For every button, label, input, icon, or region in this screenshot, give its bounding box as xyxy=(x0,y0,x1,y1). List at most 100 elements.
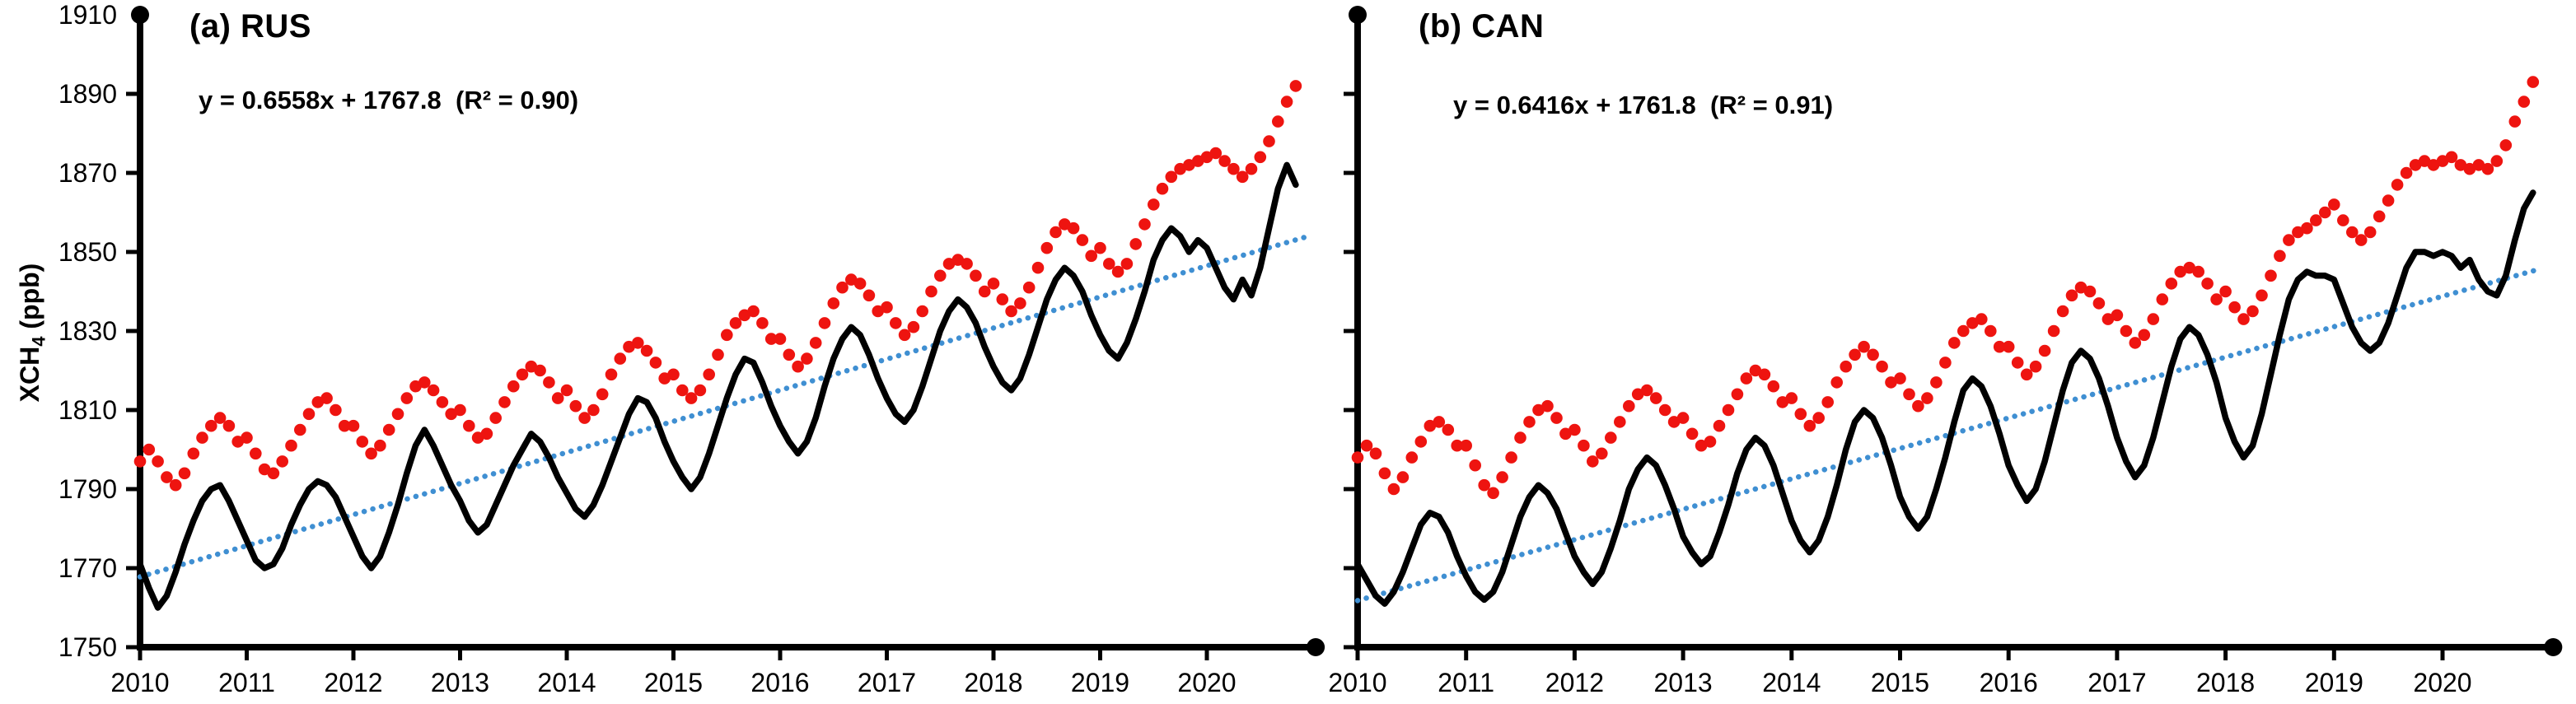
red-dot xyxy=(694,384,707,397)
red-dot xyxy=(2029,360,2042,373)
black-line-series xyxy=(1354,189,2536,607)
red-dot xyxy=(1676,412,1690,424)
red-dot xyxy=(1514,431,1526,444)
red-dot xyxy=(1165,170,1178,184)
x-tick-label: 2018 xyxy=(2196,668,2255,697)
red-dots-series xyxy=(1351,76,2540,500)
red-dot xyxy=(2101,313,2115,325)
red-dot xyxy=(418,376,431,389)
red-dot xyxy=(2165,277,2178,290)
red-dot xyxy=(347,419,360,432)
red-dot xyxy=(1740,372,1753,385)
red-dot xyxy=(1858,340,1870,353)
red-dot xyxy=(213,412,227,424)
red-dot xyxy=(996,293,1009,305)
red-dot xyxy=(898,329,911,342)
red-dot xyxy=(2228,301,2241,314)
red-dot xyxy=(2201,277,2214,290)
red-dot xyxy=(2418,155,2431,167)
red-dot xyxy=(587,403,600,417)
trend-line-dotted xyxy=(1354,265,2545,604)
red-dot xyxy=(2328,198,2340,211)
red-dot xyxy=(2292,226,2304,239)
y-tick-label: 1910 xyxy=(58,0,117,30)
x-tick-label: 2011 xyxy=(1438,668,1494,697)
red-dot xyxy=(2391,179,2404,191)
red-dot xyxy=(916,305,928,318)
red-dot xyxy=(2120,324,2133,338)
red-dot xyxy=(2445,151,2458,164)
red-dot xyxy=(1263,135,1275,147)
red-dot xyxy=(1685,427,1699,441)
red-dot xyxy=(241,431,253,444)
red-dot xyxy=(1975,313,1988,325)
red-dot xyxy=(970,269,982,282)
red-dot xyxy=(356,436,369,448)
red-dot xyxy=(285,439,297,452)
red-dot xyxy=(302,408,316,421)
red-dot xyxy=(729,317,742,329)
red-dot xyxy=(809,337,822,349)
red-dot xyxy=(1014,297,1026,310)
y-axis-title-suffix: (ppb) xyxy=(15,263,44,337)
red-dot xyxy=(1138,218,1151,231)
red-dot xyxy=(1830,376,1843,389)
red-dot xyxy=(1414,436,1428,448)
red-dot xyxy=(649,357,662,369)
red-dot xyxy=(2301,221,2313,235)
red-dot xyxy=(1605,431,1617,444)
panel-b-trend-equation: y = 0.6416x + 1761.8 (R² = 0.91) xyxy=(1453,91,1834,119)
x-tick-label: 2019 xyxy=(1071,668,1129,697)
red-dot xyxy=(676,384,689,397)
red-dot xyxy=(196,431,208,444)
red-dot xyxy=(1460,439,1472,452)
red-dot xyxy=(1948,337,1961,349)
red-dot xyxy=(2065,289,2078,302)
red-dot xyxy=(2083,285,2097,298)
red-dot xyxy=(169,478,182,492)
red-dot xyxy=(1505,451,1517,464)
red-dot xyxy=(961,258,973,270)
red-dot xyxy=(204,419,217,432)
red-dot xyxy=(1067,221,1080,235)
x-tick-label: 2010 xyxy=(1328,668,1386,697)
red-dot xyxy=(2147,313,2160,325)
red-dot xyxy=(2454,159,2467,171)
red-dot xyxy=(276,455,289,468)
red-dot xyxy=(1120,258,1134,270)
red-dot xyxy=(1840,360,1852,373)
red-dot xyxy=(1396,471,1410,483)
red-dot xyxy=(1767,380,1780,393)
red-dot xyxy=(1614,416,1626,428)
red-dot xyxy=(1912,399,1924,413)
red-dot xyxy=(2527,76,2540,88)
red-dot xyxy=(1578,439,1590,452)
red-dot xyxy=(1094,241,1106,254)
red-dot xyxy=(1289,80,1302,92)
red-dot xyxy=(667,368,680,381)
red-dot xyxy=(2319,206,2331,219)
red-dot xyxy=(1631,388,1644,401)
red-dot xyxy=(1478,478,1490,492)
red-dot xyxy=(1985,324,1997,338)
red-dot xyxy=(2373,210,2386,223)
x-tick-label: 2020 xyxy=(2413,668,2471,697)
red-dot xyxy=(1085,249,1097,263)
red-dot xyxy=(1148,198,1160,211)
red-dot xyxy=(890,317,902,329)
red-dot xyxy=(2463,162,2476,175)
red-dot xyxy=(222,419,236,432)
y-axis-endcap-circle xyxy=(131,6,149,24)
red-dot xyxy=(489,412,502,424)
red-dot xyxy=(2020,368,2033,381)
red-dot xyxy=(1218,155,1231,167)
red-dot xyxy=(1433,416,1446,428)
red-dot xyxy=(1559,427,1572,441)
red-dot xyxy=(1722,403,1735,417)
y-tick-label: 1810 xyxy=(58,395,117,425)
red-dot xyxy=(1451,439,1463,452)
x-tick-label: 2015 xyxy=(644,668,703,697)
red-dot xyxy=(925,285,937,298)
